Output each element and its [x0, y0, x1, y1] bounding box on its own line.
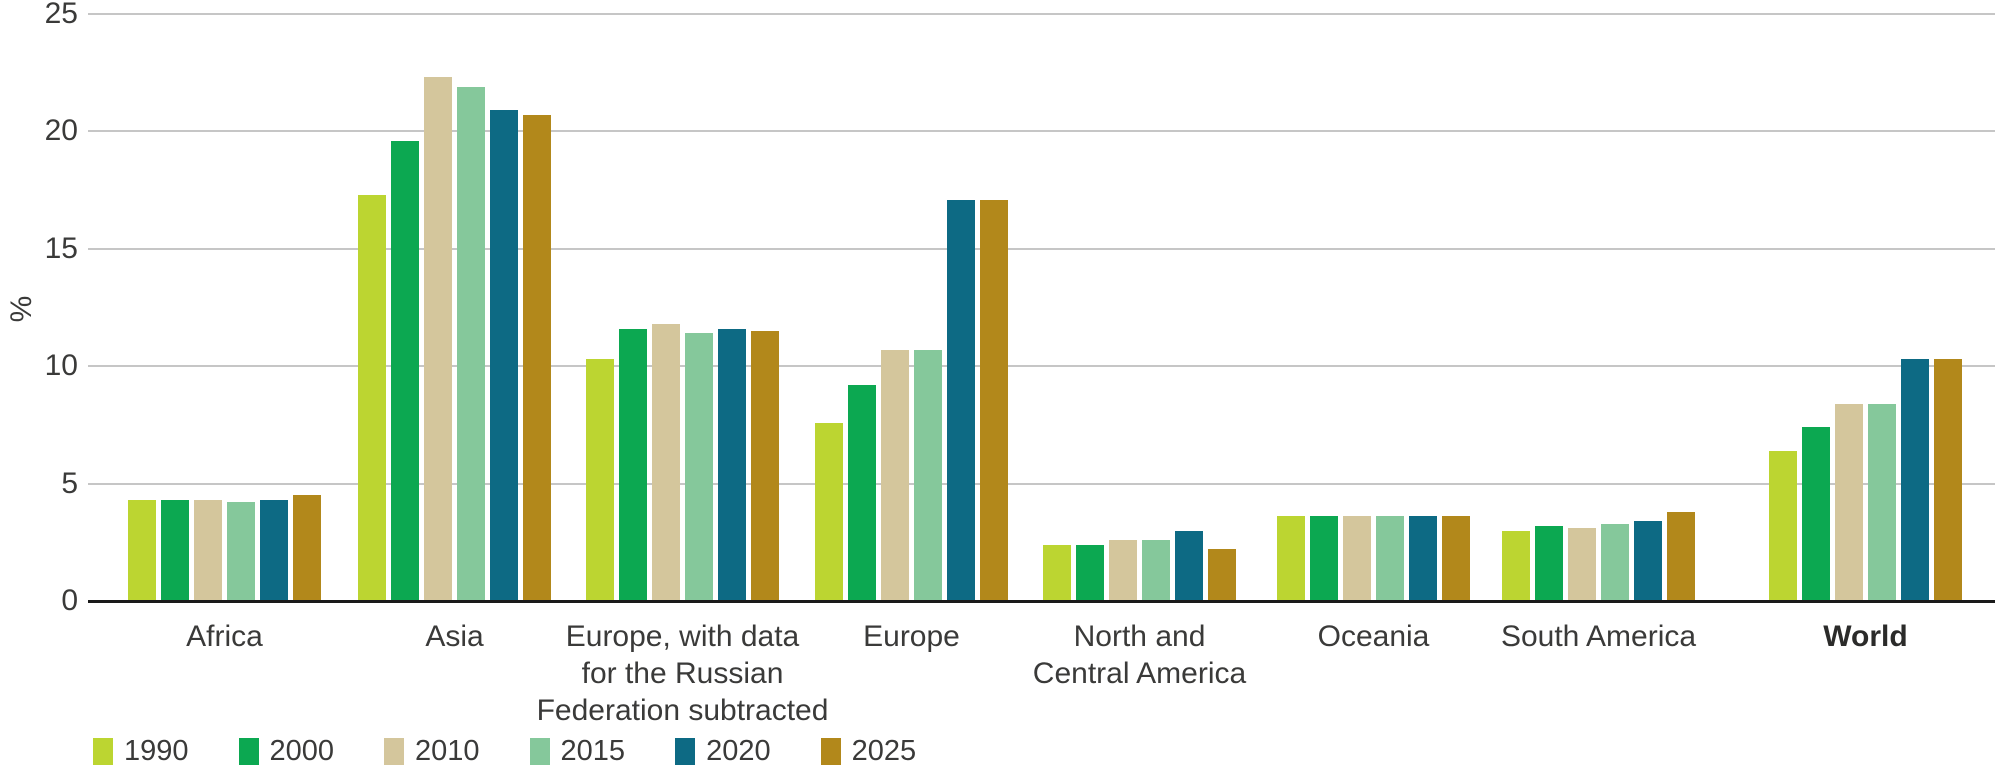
category-label: Europe — [863, 620, 960, 653]
legend-item: 2020 — [675, 735, 771, 765]
gridline — [88, 482, 1995, 485]
legend-item: 2000 — [238, 735, 335, 765]
bar-2015 — [1601, 523, 1629, 601]
bar-group — [1277, 516, 1470, 601]
gridline — [88, 247, 1995, 250]
bar-1990 — [1769, 450, 1797, 601]
legend-label: 2020 — [706, 735, 771, 765]
legend: 1990 2000 2010 2015 2020 2025 — [93, 735, 916, 765]
bar-1990 — [815, 422, 843, 601]
bar-2015 — [1376, 516, 1404, 601]
bar-1990 — [1502, 530, 1530, 601]
bar-2020 — [1901, 359, 1929, 601]
category-label: Asia — [425, 620, 484, 653]
bar-2015 — [1142, 539, 1170, 601]
legend-swatch — [384, 738, 405, 765]
bar-2015 — [457, 86, 485, 601]
bar-2025 — [1934, 359, 1962, 601]
bar-1990 — [358, 194, 386, 601]
category-label: South America — [1500, 620, 1697, 653]
bar-1990 — [1043, 544, 1071, 601]
bar-1990 — [1277, 516, 1305, 601]
bar-2020 — [718, 328, 746, 601]
legend-item: 2015 — [529, 735, 626, 765]
legend-item: 2025 — [820, 735, 917, 765]
bar-1990 — [586, 359, 614, 601]
bar-2000 — [1310, 516, 1338, 601]
bar-group — [815, 199, 1008, 601]
bar-2015 — [914, 349, 942, 601]
bar-2010 — [881, 349, 909, 601]
bar-group — [1043, 530, 1236, 601]
bar-2020 — [490, 110, 518, 601]
y-tick-label: 5 — [61, 466, 78, 500]
bar-group — [128, 495, 321, 601]
bar-2015 — [1868, 403, 1896, 601]
bar-2025 — [293, 495, 321, 601]
bar-2025 — [751, 330, 779, 601]
bar-2000 — [619, 328, 647, 601]
legend-swatch — [529, 738, 550, 765]
y-tick-label: 25 — [44, 0, 78, 30]
bar-2020 — [1634, 521, 1662, 601]
bar-2000 — [391, 140, 419, 601]
bar-2000 — [161, 500, 189, 601]
bar-2025 — [523, 114, 551, 601]
bar-2010 — [1568, 528, 1596, 601]
x-axis-baseline — [88, 600, 1995, 603]
legend-item: 2010 — [384, 735, 480, 765]
bar-2025 — [1208, 549, 1236, 601]
y-tick-label: 0 — [61, 584, 78, 617]
legend-swatch — [93, 738, 113, 765]
legend-label: 2000 — [269, 735, 335, 765]
bar-group — [1769, 359, 1962, 601]
legend-label: 2025 — [851, 735, 917, 765]
bar-2010 — [1109, 539, 1137, 601]
legend-label: 2010 — [415, 735, 480, 765]
y-tick-label: 15 — [44, 231, 78, 265]
gridline — [88, 365, 1995, 368]
y-tick-label: 20 — [44, 114, 78, 148]
bar-2010 — [424, 77, 452, 601]
category-label: North and Central America — [1032, 620, 1247, 690]
bar-2025 — [1667, 511, 1695, 601]
bar-group — [586, 323, 779, 601]
y-axis-label: % — [5, 295, 38, 323]
bar-2010 — [194, 500, 222, 601]
legend-label: 2015 — [560, 735, 626, 765]
bar-2025 — [980, 199, 1008, 601]
bar-2020 — [1175, 530, 1203, 601]
bar-2025 — [1442, 516, 1470, 601]
bar-group — [358, 77, 551, 601]
bar-2000 — [1535, 525, 1563, 601]
bar-2015 — [685, 333, 713, 601]
bar-2015 — [227, 502, 255, 601]
category-label: World — [1823, 620, 1908, 653]
bar-1990 — [128, 500, 156, 601]
bar-2020 — [1409, 516, 1437, 601]
legend-swatch — [675, 738, 696, 765]
bar-2010 — [1835, 403, 1863, 601]
bar-2020 — [947, 199, 975, 601]
category-label: Oceania — [1317, 620, 1430, 653]
category-label: Europe, with data for the Russian Federa… — [536, 620, 829, 727]
bar-2020 — [260, 500, 288, 601]
bar-2000 — [1802, 427, 1830, 601]
bar-group — [1502, 511, 1695, 601]
bar-2010 — [652, 323, 680, 601]
legend-swatch — [820, 738, 841, 765]
bar-2000 — [848, 384, 876, 601]
gridline — [88, 130, 1995, 133]
legend-item: 1990 — [93, 735, 189, 765]
legend-label: 1990 — [124, 735, 189, 765]
category-label: Africa — [186, 620, 263, 653]
y-tick-label: 10 — [44, 349, 78, 383]
bar-2000 — [1076, 544, 1104, 601]
bar-2010 — [1343, 516, 1371, 601]
gridline — [88, 13, 1995, 15]
legend-swatch — [238, 738, 259, 765]
